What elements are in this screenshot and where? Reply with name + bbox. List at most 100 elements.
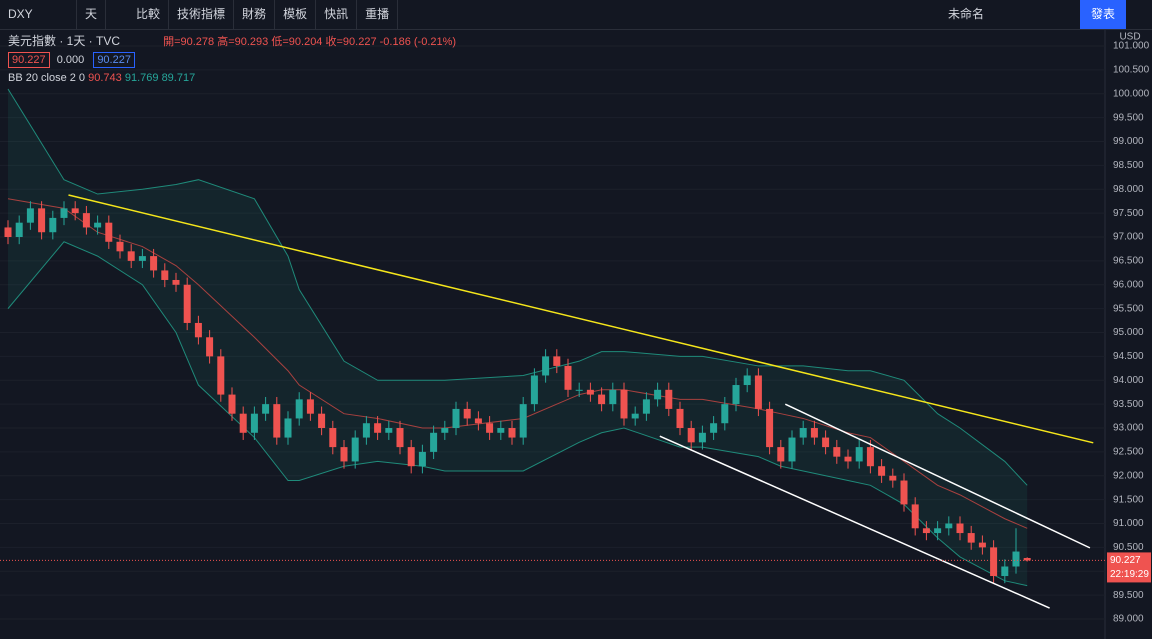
y-tick-label: 91.500 <box>1113 494 1144 505</box>
candle-body <box>94 222 102 228</box>
candle-body <box>127 251 135 261</box>
candle-body <box>26 208 34 223</box>
financials[interactable]: 財務 <box>234 0 276 29</box>
symbol[interactable]: DXY <box>0 0 77 29</box>
candle-body <box>194 322 202 338</box>
indicators[interactable]: 技術指標 <box>169 0 235 29</box>
candle-body <box>687 428 695 443</box>
replay[interactable]: 重播 <box>357 0 399 29</box>
candle-body <box>654 389 662 400</box>
candle-body <box>1012 551 1020 567</box>
candle-body <box>306 399 314 414</box>
candle-body <box>564 365 572 390</box>
candle-body <box>754 375 762 409</box>
candle-body <box>351 437 359 462</box>
spread: 0.000 <box>56 54 85 66</box>
candle-body <box>900 480 908 505</box>
templates[interactable]: 模板 <box>275 0 317 29</box>
candle-body <box>116 241 124 252</box>
price-tag: 90.227 <box>1110 555 1141 566</box>
candle-body <box>15 222 23 238</box>
high: 高=90.293 <box>217 36 269 48</box>
candle-body <box>810 428 818 438</box>
y-tick-label: 99.000 <box>1113 136 1144 147</box>
bb-fill <box>8 88 1028 586</box>
toolbar: DXY 天 比較 技術指標 財務 模板 快訊 重播 未命名 <box>0 0 1152 30</box>
y-tick-label: 96.500 <box>1113 256 1144 267</box>
candle-body <box>161 270 169 280</box>
y-tick-label: 92.500 <box>1113 447 1144 458</box>
bb-middle <box>7 198 1028 529</box>
trendline <box>659 435 1050 609</box>
y-tick-label: 94.500 <box>1113 351 1144 362</box>
candle-body <box>150 256 158 271</box>
candle-body <box>710 423 718 433</box>
candle-body <box>934 528 942 534</box>
bb-upper: 91.769 <box>124 72 159 84</box>
candle-body <box>250 413 258 433</box>
candle-body <box>990 547 998 577</box>
candle-body <box>598 394 606 405</box>
candle-body <box>396 428 404 448</box>
change: -0.186 (-0.21%) <box>379 36 457 48</box>
y-tick-label: 98.500 <box>1113 160 1144 171</box>
alert[interactable]: 快訊 <box>316 0 358 29</box>
candle-body <box>676 408 684 429</box>
candle-body <box>362 423 370 438</box>
candle-body <box>642 399 650 414</box>
candle-body <box>497 428 505 433</box>
candle-body <box>732 385 740 405</box>
candle-body <box>508 428 516 438</box>
legend-title: 美元指數 · 1天 · TVC <box>8 34 121 48</box>
legend: 美元指數 · 1天 · TVC 開=90.278 高=90.293 低=90.2… <box>8 32 456 87</box>
candle-body <box>665 389 673 409</box>
candle-body <box>486 423 494 433</box>
candle-body <box>138 256 146 261</box>
candle-body <box>799 428 807 438</box>
trendline <box>68 194 1094 444</box>
y-tick-label: 90.500 <box>1113 542 1144 553</box>
interval[interactable]: 天 <box>77 0 107 29</box>
candle-body <box>374 423 382 433</box>
y-tick-label: 101.000 <box>1113 41 1150 52</box>
candle-body <box>542 356 550 376</box>
candle-body <box>60 208 68 218</box>
candle-body <box>866 447 874 467</box>
bb-upper <box>7 88 1028 486</box>
layout-name[interactable]: 未命名 <box>948 7 985 21</box>
candle-body <box>38 208 46 233</box>
low: 低=90.204 <box>271 36 323 48</box>
candle-body <box>631 413 639 419</box>
bb-lower: 89.717 <box>161 72 196 84</box>
price-tag-bg <box>1107 552 1151 583</box>
y-tick-label: 100.500 <box>1113 65 1150 76</box>
close: 收=90.227 <box>325 36 377 48</box>
candle-body <box>878 466 886 476</box>
candle-body <box>262 404 270 414</box>
candle-body <box>620 389 628 419</box>
ask: 90.227 <box>93 52 135 68</box>
y-tick-label: 89.000 <box>1113 614 1144 625</box>
candle-body <box>418 451 426 467</box>
candle-body <box>945 523 953 529</box>
candle-body <box>777 447 785 462</box>
candle-body <box>183 284 191 323</box>
candle-body <box>49 217 57 233</box>
bb-name: BB 20 close 2 0 <box>8 72 86 84</box>
candle-body <box>575 389 583 391</box>
candle-body <box>71 208 79 214</box>
bid: 90.227 <box>8 52 50 68</box>
compare[interactable]: 比較 <box>106 0 170 29</box>
candle-body <box>833 447 841 457</box>
trendline <box>784 403 1091 549</box>
candle-body <box>586 389 594 395</box>
candle-body <box>82 213 90 228</box>
candle-body <box>553 356 561 366</box>
candle-body <box>340 447 348 462</box>
candle-body <box>1001 566 1009 577</box>
y-tick-label: 95.000 <box>1113 327 1144 338</box>
candle-body <box>978 542 986 548</box>
publish-button[interactable]: 發表 <box>1080 0 1126 29</box>
y-tick-label: 92.000 <box>1113 470 1144 481</box>
